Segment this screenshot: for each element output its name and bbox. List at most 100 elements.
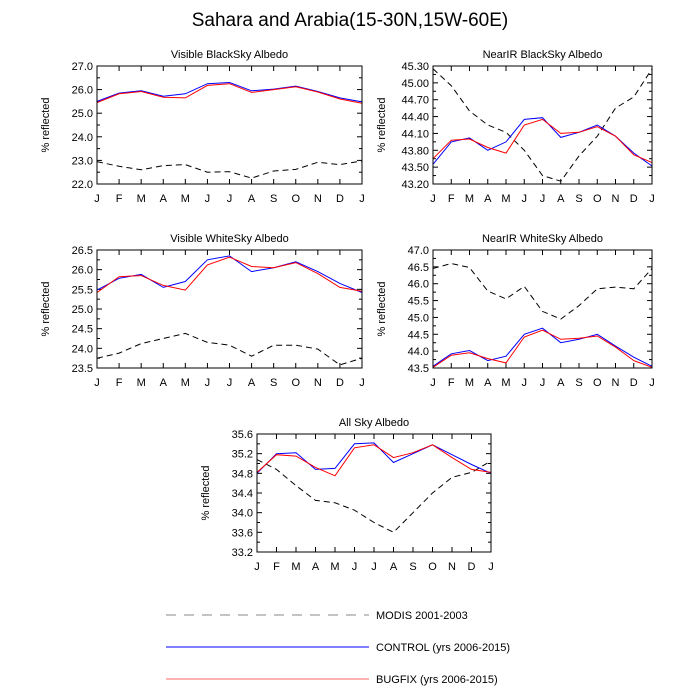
modis-line: [96, 332, 363, 366]
x-tick-label: M: [330, 561, 339, 573]
y-tick-label: 25.0: [72, 108, 93, 120]
x-tick-label: F: [116, 377, 123, 389]
x-tick-label: J: [359, 193, 365, 205]
x-tick-label: J: [94, 377, 100, 389]
y-tick-label: 35.6: [232, 429, 253, 441]
y-tick-label: 24.0: [72, 343, 93, 355]
bugfix-line: [432, 329, 653, 368]
x-tick-label: D: [630, 377, 638, 389]
plot-frame: [96, 249, 363, 369]
y-tick-label: 44.10: [401, 128, 429, 140]
x-tick-label: J: [430, 193, 436, 205]
chart-panel-2: NearIR BlackSky Albedo % reflected 43.20 43…: [376, 49, 655, 205]
legend-modis-label: MODIS 2001-2003: [376, 610, 468, 622]
y-tick-label: 46.5: [408, 262, 429, 274]
x-tick-label: J: [649, 377, 655, 389]
x-tick-label: N: [314, 193, 322, 205]
x-tick-label: O: [291, 377, 300, 389]
x-tick-label: M: [137, 377, 146, 389]
y-tick-label: 23.0: [72, 155, 93, 167]
x-tick-label: F: [448, 377, 455, 389]
control-line: [96, 255, 363, 293]
x-tick-label: S: [575, 193, 582, 205]
y-tick-label: 34.0: [232, 508, 253, 520]
x-tick-label: J: [352, 561, 358, 573]
chart-panel-4: NearIR WhiteSky Albedo % reflected 43.5 44.…: [376, 233, 655, 389]
y-tick-label: 47.0: [408, 245, 429, 257]
y-tick-label: 33.6: [232, 527, 253, 539]
panel-title: Visible BlackSky Albedo: [171, 49, 288, 61]
y-axis-label: % reflected: [200, 465, 212, 520]
y-tick-label: 26.0: [72, 85, 93, 97]
modis-line: [432, 68, 653, 182]
x-tick-label: S: [270, 193, 277, 205]
y-tick-label: 24.5: [72, 324, 93, 336]
bugfix-line: [432, 118, 653, 164]
main-title: Sahara and Arabia(15-30N,15W-60E): [191, 10, 509, 31]
legend-bugfix-label: BUGFIX (yrs 2006-2015): [376, 674, 498, 686]
modis-line: [96, 160, 363, 179]
x-tick-label: D: [468, 561, 476, 573]
x-tick-label: S: [575, 377, 582, 389]
y-tick-label: 26.5: [72, 245, 93, 257]
x-tick-label: D: [336, 193, 344, 205]
y-tick-label: 44.40: [401, 112, 429, 124]
y-axis-label: % reflected: [40, 97, 52, 152]
x-tick-label: S: [409, 561, 416, 573]
y-axis-label: % reflected: [376, 281, 388, 336]
plot-frame: [432, 65, 653, 185]
x-tick-label: J: [359, 377, 365, 389]
x-tick-label: M: [181, 193, 190, 205]
x-tick-label: A: [160, 193, 168, 205]
y-tick-label: 24.0: [72, 132, 93, 144]
x-tick-label: N: [612, 377, 620, 389]
y-tick-label: 46.0: [408, 279, 429, 291]
y-tick-label: 25.0: [72, 304, 93, 316]
x-tick-label: M: [291, 561, 300, 573]
y-tick-label: 44.5: [408, 329, 429, 341]
y-tick-label: 25.5: [72, 284, 93, 296]
x-tick-label: A: [557, 193, 565, 205]
x-tick-label: M: [465, 377, 474, 389]
y-axis-label: % reflected: [40, 281, 52, 336]
y-tick-label: 22.0: [72, 179, 93, 191]
y-tick-label: 33.2: [232, 547, 253, 559]
x-tick-label: A: [484, 193, 492, 205]
control-line: [256, 442, 492, 474]
x-tick-label: A: [484, 377, 492, 389]
y-tick-label: 45.00: [401, 78, 429, 90]
modis-line: [432, 262, 653, 320]
x-tick-label: N: [612, 193, 620, 205]
x-tick-label: J: [205, 193, 211, 205]
x-tick-label: O: [593, 377, 602, 389]
y-tick-label: 45.0: [408, 312, 429, 324]
y-tick-label: 45.30: [401, 61, 429, 73]
control-line: [432, 117, 653, 167]
x-tick-label: J: [649, 193, 655, 205]
x-tick-label: S: [270, 377, 277, 389]
y-tick-label: 35.2: [232, 449, 253, 461]
bugfix-line: [96, 256, 363, 293]
chart-panel-1: Visible BlackSky Albedo % reflected 22.0 23…: [40, 49, 365, 205]
x-tick-label: J: [540, 377, 546, 389]
legend-control-label: CONTROL (yrs 2006-2015): [376, 642, 510, 654]
x-tick-label: A: [248, 377, 256, 389]
x-tick-label: J: [227, 377, 233, 389]
x-tick-label: D: [630, 193, 638, 205]
x-tick-label: N: [314, 377, 322, 389]
y-axis-label: % reflected: [376, 97, 388, 152]
x-tick-label: F: [448, 193, 455, 205]
x-tick-label: M: [137, 193, 146, 205]
y-tick-label: 26.0: [72, 265, 93, 277]
x-tick-label: O: [428, 561, 437, 573]
y-tick-label: 43.80: [401, 145, 429, 157]
x-tick-label: F: [273, 561, 280, 573]
x-tick-label: J: [227, 193, 233, 205]
x-tick-label: J: [371, 561, 377, 573]
x-tick-label: J: [430, 377, 436, 389]
x-tick-label: N: [448, 561, 456, 573]
y-tick-label: 23.5: [72, 363, 93, 375]
modis-line: [256, 459, 492, 533]
y-tick-label: 43.50: [401, 162, 429, 174]
plot-frame: [96, 65, 363, 185]
